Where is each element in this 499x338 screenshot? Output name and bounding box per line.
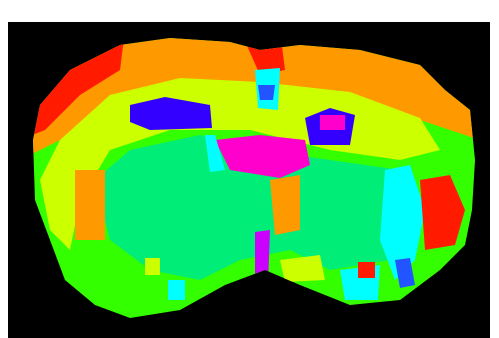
region (130, 97, 212, 130)
region (215, 135, 310, 178)
region (358, 262, 375, 278)
region (420, 175, 465, 250)
region (75, 170, 105, 240)
region (205, 135, 225, 172)
region (395, 258, 415, 288)
region (33, 38, 475, 160)
region (270, 175, 300, 235)
region (168, 280, 185, 300)
region (258, 85, 275, 100)
region (280, 255, 325, 282)
region (380, 165, 425, 280)
region (145, 258, 160, 275)
region (95, 135, 420, 280)
region (320, 115, 345, 130)
